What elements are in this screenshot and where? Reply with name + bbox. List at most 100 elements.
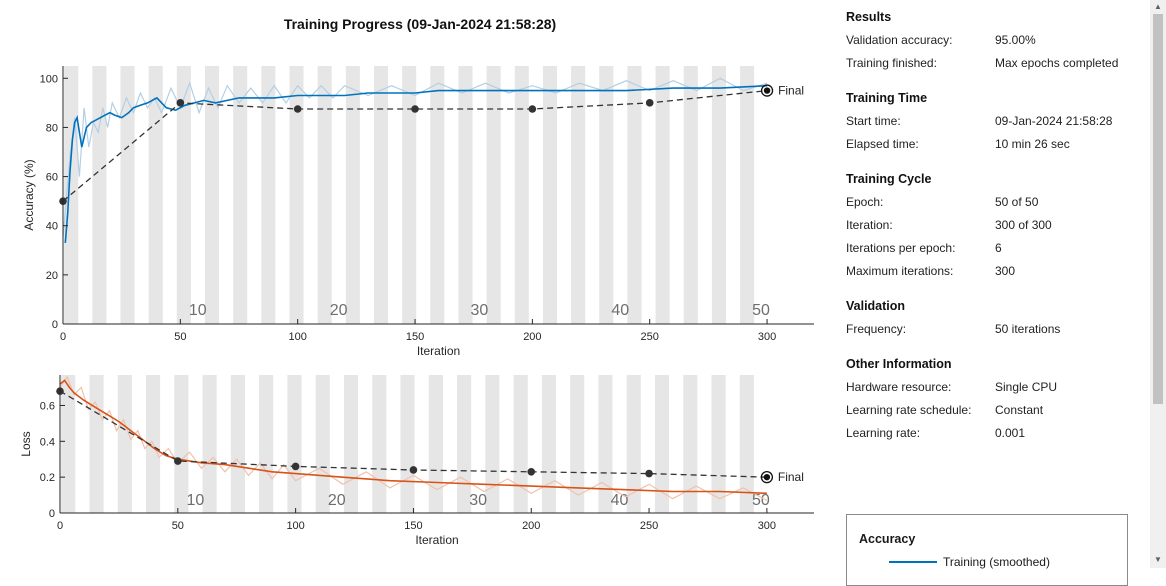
x-axis-label: Iteration (417, 344, 460, 358)
epoch-band (598, 375, 613, 513)
info-row: Elapsed time: 10 min 26 sec (846, 137, 1146, 160)
epoch-label: 40 (611, 302, 629, 319)
epoch-band (627, 66, 642, 324)
info-value: 300 of 300 (995, 218, 1052, 232)
info-value: 95.00% (995, 33, 1036, 47)
info-key: Start time: (846, 114, 901, 128)
epoch-band (202, 375, 217, 513)
x-tick-label: 150 (406, 331, 424, 343)
info-value: 50 of 50 (995, 195, 1039, 209)
info-row: Frequency: 50 iterations (846, 322, 1146, 345)
epoch-band (571, 66, 586, 324)
y-tick-label: 40 (46, 221, 58, 233)
validation-point (527, 467, 536, 476)
info-row: Iteration: 300 of 300 (846, 218, 1146, 241)
epoch-band (513, 375, 528, 513)
info-value: 6 (995, 241, 1002, 255)
info-value: 10 min 26 sec (995, 137, 1070, 151)
info-row: Learning rate: 0.001 (846, 426, 1146, 449)
y-axis-label: Loss (19, 431, 33, 456)
epoch-band (599, 66, 614, 324)
epoch-label: 30 (469, 492, 487, 509)
training-cycle-title: Training Cycle (846, 172, 932, 186)
y-tick-label: 0 (52, 319, 58, 331)
info-value: 0.001 (995, 426, 1026, 440)
info-key: Iterations per epoch: (846, 241, 956, 255)
legend: Accuracy Training (smoothed) (846, 514, 1128, 586)
epoch-band (287, 375, 302, 513)
epoch-band (261, 66, 276, 324)
training-smoothed-line (59, 379, 767, 495)
epoch-band (542, 66, 558, 324)
epoch-band (233, 66, 248, 324)
epoch-label: 20 (328, 492, 346, 509)
final-marker-point (763, 87, 771, 94)
accuracy-plot: 10 20 30 40 50 Final 0 50 100 150 200 250 300 0 20 40 60… (22, 66, 814, 358)
chart-title: Training Progress (09-Jan-2024 21:58:28) (283, 16, 557, 32)
epoch-band (457, 375, 472, 513)
epoch-band (711, 66, 726, 324)
epoch-band (402, 66, 417, 324)
x-tick-label: 100 (289, 331, 307, 343)
y-tick-label: 20 (46, 270, 58, 282)
y-axis-label: Accuracy (%) (22, 159, 36, 230)
info-row: Iterations per epoch: 6 (846, 241, 1146, 264)
epoch-band (204, 66, 220, 324)
loss-plot: 10 20 30 40 50 Final 0 50 100 150 200 250 300 0 0.2 0.4… (19, 375, 814, 547)
final-marker-ring (760, 84, 774, 97)
info-row: Training finished: Max epochs completed (846, 56, 1146, 79)
scroll-down-arrow-icon[interactable]: ▼ (1154, 555, 1162, 564)
epoch-label: 50 (752, 302, 770, 319)
epoch-band (92, 66, 107, 324)
training-time-title: Training Time (846, 91, 928, 105)
info-value: Max epochs completed (995, 56, 1119, 70)
epoch-band (61, 375, 76, 513)
epoch-band (174, 375, 189, 513)
epoch-band (117, 375, 132, 513)
info-key: Elapsed time: (846, 137, 919, 151)
y-tick-label: 80 (46, 122, 58, 134)
epoch-label: 40 (611, 492, 629, 509)
info-key: Hardware resource: (846, 380, 952, 394)
epoch-band (89, 375, 104, 513)
validation-point (645, 99, 654, 107)
epoch-band (120, 66, 135, 324)
info-key: Maximum iterations: (846, 264, 954, 278)
info-key: Frequency: (846, 322, 907, 336)
epoch-band (230, 375, 245, 513)
info-value: 50 iterations (995, 322, 1061, 336)
epoch-band (428, 375, 443, 513)
x-tick-label: 0 (60, 331, 66, 343)
scroll-thumb[interactable] (1153, 14, 1163, 404)
legend-title: Accuracy (859, 532, 916, 546)
info-value: Constant (995, 403, 1044, 417)
info-value: 300 (995, 264, 1016, 278)
epoch-band (626, 375, 641, 513)
y-tick-label: 0.4 (40, 436, 55, 448)
epoch-band (372, 375, 387, 513)
validation-point (176, 99, 185, 107)
epoch-label: 20 (330, 302, 348, 319)
epoch-label: 10 (186, 492, 204, 509)
training-smoothed-line (64, 84, 768, 243)
epoch-band (345, 66, 360, 324)
x-tick-label: 50 (172, 520, 184, 532)
epoch-band (485, 375, 500, 513)
y-tick-label: 0.2 (40, 472, 55, 484)
epoch-band (711, 375, 726, 513)
x-tick-label: 0 (57, 520, 63, 532)
final-marker-ring (760, 471, 774, 484)
training-raw-line (62, 77, 768, 239)
info-row: Hardware resource: Single CPU (846, 380, 1146, 403)
validation-point (293, 105, 302, 113)
info-row: Start time: 09-Jan-2024 21:58:28 (846, 114, 1146, 137)
validation-point (291, 462, 300, 471)
x-tick-label: 50 (174, 331, 186, 343)
epoch-band (289, 66, 304, 324)
vertical-scrollbar[interactable]: ▲ ▼ (1150, 0, 1166, 568)
y-tick-label: 0.6 (40, 400, 55, 412)
info-panel: Results Validation accuracy: 95.00% Trai… (846, 10, 1146, 449)
epoch-band (343, 375, 359, 513)
epoch-band (739, 375, 754, 513)
scroll-up-arrow-icon[interactable]: ▲ (1154, 2, 1162, 11)
